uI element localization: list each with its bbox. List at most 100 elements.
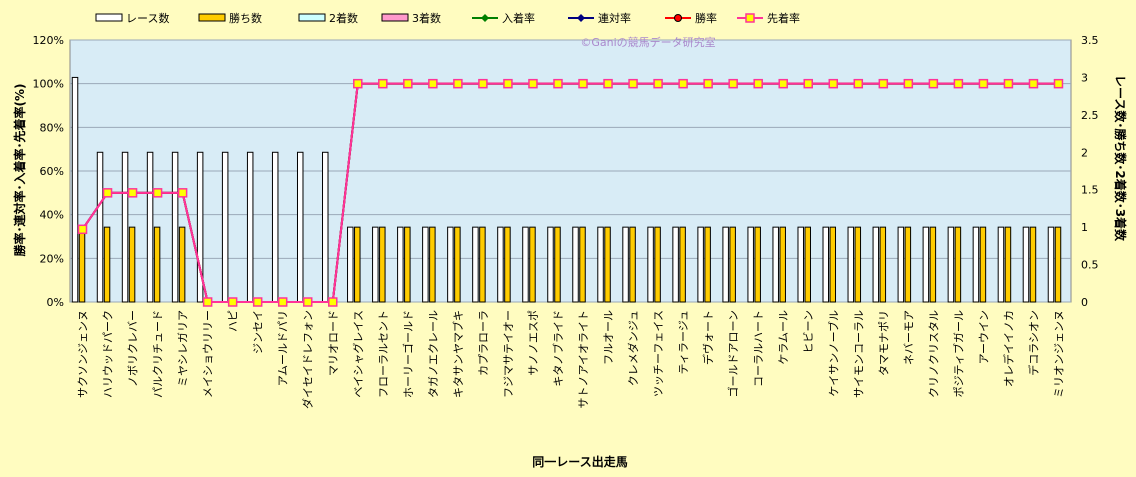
- category-label: デヴォート: [701, 310, 715, 365]
- bar-0: [822, 226, 830, 303]
- bar-1: [1029, 226, 1037, 303]
- bar-1: [429, 226, 436, 303]
- right-tick-label: 0: [1081, 296, 1088, 309]
- line-marker: [302, 297, 313, 307]
- right-tick-label: 2: [1081, 146, 1088, 159]
- legend: レース数 勝ち数 2着数 3着数 入着率 連対率 勝率 先着率: [95, 11, 800, 25]
- bar-0: [647, 226, 654, 303]
- line-marker: [778, 78, 788, 89]
- category-label: キタサンヤマブキ: [451, 310, 465, 398]
- category-label: ポジティブガール: [951, 310, 965, 397]
- line-marker: [603, 78, 613, 89]
- bar-0: [96, 151, 104, 303]
- line-marker: [403, 78, 413, 89]
- category-label: クリノクリスタル: [927, 310, 940, 398]
- line-marker: [127, 188, 138, 198]
- category-label: フローラルセント: [377, 310, 390, 398]
- bar-1: [629, 226, 636, 303]
- bar-1: [178, 226, 186, 303]
- x-axis-title: 同一レース出走馬: [532, 454, 627, 469]
- bar-1: [354, 226, 361, 303]
- legend-label: 入着率: [502, 11, 535, 25]
- category-label: クレメダンジュ: [626, 310, 640, 386]
- category-label: オレデイイノカ: [1001, 310, 1015, 387]
- bar-0: [497, 226, 504, 303]
- bar-0: [246, 151, 254, 303]
- bar-0: [196, 151, 204, 303]
- bar-0: [271, 151, 279, 303]
- legend-swatch: [381, 13, 409, 22]
- line-marker: [753, 78, 763, 89]
- bar-1: [529, 226, 536, 303]
- legend-label: 先着率: [767, 11, 800, 25]
- category-label: ホーリーゴールド: [401, 310, 415, 398]
- line-marker: [453, 78, 463, 89]
- bar-1: [679, 226, 686, 303]
- bar-1: [729, 226, 736, 303]
- bar-1: [604, 226, 611, 303]
- legend-swatch: [198, 13, 226, 22]
- line-marker: [378, 78, 388, 89]
- category-label: ダイセイドレフォン: [301, 310, 315, 409]
- category-label: ケイサンノーブル: [826, 310, 840, 397]
- line-marker: [878, 78, 889, 89]
- legend-label: レース数: [126, 12, 169, 25]
- category-label: キタノブライド: [551, 310, 565, 387]
- bar-0: [747, 226, 754, 303]
- bar-1: [879, 226, 887, 303]
- bar-0: [772, 226, 779, 303]
- line-marker: [1028, 78, 1039, 89]
- bar-0: [1047, 226, 1055, 303]
- category-label: サノノエスポ: [527, 310, 540, 376]
- left-tick-label: 100%: [33, 78, 64, 91]
- bar-0: [472, 226, 479, 303]
- line-marker: [227, 297, 238, 307]
- line-marker: [478, 78, 488, 89]
- bar-0: [847, 226, 855, 303]
- bar-1: [579, 226, 586, 303]
- left-tick-label: 0%: [47, 296, 64, 309]
- bar-0: [922, 226, 930, 303]
- legend-swatch: [95, 13, 123, 22]
- category-label: ヒビーン: [802, 310, 815, 353]
- bar-1: [754, 226, 761, 303]
- line-marker: [102, 188, 113, 198]
- line-marker: [353, 78, 363, 89]
- line-marker: [703, 78, 713, 89]
- bar-0: [547, 226, 554, 303]
- category-label: ハリウッドパーク: [102, 310, 115, 398]
- bar-1: [979, 226, 987, 303]
- legend-label: 3着数: [412, 11, 441, 25]
- left-tick-label: 40%: [40, 209, 64, 222]
- bar-series: [71, 76, 1062, 303]
- line-marker: [978, 78, 989, 89]
- bar-0: [622, 226, 629, 303]
- line-3: [81, 82, 1059, 303]
- line-marker: [653, 78, 663, 89]
- left-tick-label: 80%: [40, 121, 64, 134]
- line-marker: [202, 297, 213, 307]
- bar-0: [997, 226, 1005, 303]
- category-label: ミリオンジェンヌ: [1052, 310, 1065, 398]
- bar-1: [504, 226, 511, 303]
- line-marker: [578, 78, 588, 89]
- legend-swatch: [298, 13, 326, 22]
- category-label: ティラージュ: [677, 310, 690, 374]
- category-label: ジンセイ: [252, 310, 265, 354]
- line-marker: [953, 78, 964, 89]
- category-label: ケラムール: [777, 310, 790, 365]
- bar-0: [722, 226, 729, 303]
- bar-0: [221, 151, 229, 303]
- legend-label: 勝ち数: [229, 11, 262, 25]
- bar-0: [296, 151, 304, 303]
- bar-0: [146, 151, 154, 303]
- bar-0: [372, 226, 379, 303]
- line-marker: [728, 78, 738, 89]
- right-tick-label: 3.5: [1081, 34, 1099, 47]
- right-tick-label: 3: [1081, 71, 1088, 84]
- category-label: タマモナポリ: [877, 310, 890, 376]
- bar-0: [322, 151, 329, 303]
- category-label: ハピ: [227, 310, 240, 332]
- right-tick-label: 1.5: [1081, 184, 1099, 197]
